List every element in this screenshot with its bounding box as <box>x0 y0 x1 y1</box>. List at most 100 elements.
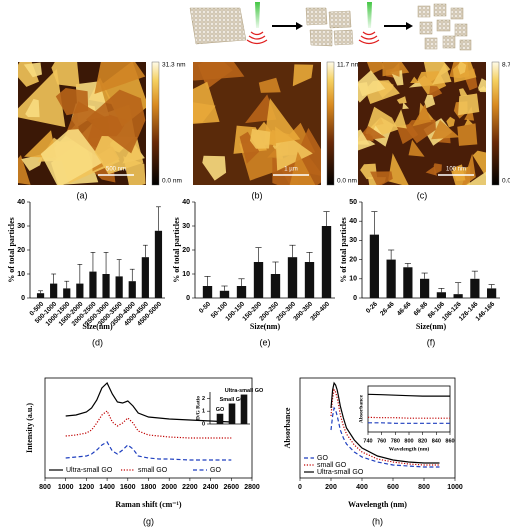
flake <box>239 131 260 164</box>
y-tick-label: 0 <box>21 295 25 302</box>
x-axis-label: Raman shift (cm⁻¹) <box>115 500 182 509</box>
bar <box>240 394 248 424</box>
colorbar-max: 31.3 nm <box>162 62 186 69</box>
y-tick-label: 2 <box>202 396 205 402</box>
flake <box>358 129 370 145</box>
x-axis-label: Size(nm) <box>416 322 447 331</box>
bar <box>453 294 463 298</box>
flake <box>263 98 301 146</box>
flake <box>258 77 281 93</box>
bar <box>487 288 497 298</box>
bar <box>470 278 480 298</box>
colorbar <box>326 61 335 186</box>
x-tick-label: 1800 <box>141 484 157 491</box>
y-axis-label: % of total particles <box>339 217 348 283</box>
y-tick-label: 40 <box>182 199 190 206</box>
bar-label: Ultra-small GO <box>225 388 264 394</box>
legend-label: GO <box>210 467 221 474</box>
x-tick-label: 26-46 <box>379 300 396 317</box>
chart: 800 1000 1200 1400 1600 1800 2000 2200 2400 2600 2… <box>25 377 260 526</box>
bar <box>50 283 58 298</box>
bar <box>216 413 224 424</box>
y-tick-label: 40 <box>17 199 25 206</box>
flake <box>25 98 40 118</box>
x-tick-label: 146-166 <box>474 300 496 322</box>
y-axis-label: % of total particles <box>172 217 181 283</box>
flake <box>402 102 409 110</box>
flake <box>452 164 466 182</box>
series-line <box>65 410 232 439</box>
bar <box>369 234 379 298</box>
panel-label: (d) <box>92 337 103 347</box>
x-tick-label: 1400 <box>99 484 115 491</box>
flake <box>472 150 486 177</box>
bar <box>154 230 163 298</box>
flake <box>370 171 393 185</box>
y-axis-label: D/G Ratio <box>195 396 201 420</box>
flakes <box>358 62 486 185</box>
flake <box>433 163 442 175</box>
chart: 0 10 20 30 40 50 % of total particles Size(nm) (… <box>339 199 500 347</box>
bar <box>36 293 45 298</box>
y-tick-label: 20 <box>182 247 190 254</box>
panel-label: (e) <box>260 337 271 347</box>
arrow-head <box>296 22 303 30</box>
laser <box>367 2 372 28</box>
flake <box>412 104 432 127</box>
y-tick-label: 10 <box>182 271 190 278</box>
x-tick-label: 1200 <box>79 484 95 491</box>
flake <box>410 76 420 83</box>
chart: 0 10 20 30 40 % of total particles Size(nm) (d)… <box>7 199 165 347</box>
bar <box>236 286 247 298</box>
colorbar-min: 0.0 nm <box>337 178 357 185</box>
panel-label: (c) <box>417 190 428 200</box>
colorbar-min: 0.0 nm <box>162 178 182 185</box>
flake <box>458 93 480 116</box>
x-tick-label: 820 <box>418 438 427 444</box>
flakes <box>18 62 146 185</box>
x-tick-label: 0-26 <box>365 300 379 314</box>
flake <box>21 153 44 171</box>
series-line <box>367 416 450 419</box>
bar <box>202 286 213 298</box>
panel-label: (b) <box>252 190 263 200</box>
flake <box>457 62 467 75</box>
flake <box>477 85 486 91</box>
x-tick-label: 800 <box>418 484 430 491</box>
y-tick-label: 40 <box>349 218 357 225</box>
chart: 0 200 400 600 800 1000 Absorbance Wavelength (n… <box>283 377 463 526</box>
x-tick-label: 1000 <box>447 484 463 491</box>
bar-label: GO <box>216 407 225 413</box>
colorbar-max: 8.7 nm <box>502 62 510 69</box>
flake <box>358 70 386 97</box>
legend-label: small GO <box>317 462 347 469</box>
bar <box>304 262 315 298</box>
x-tick-label: 780 <box>391 438 400 444</box>
series-line <box>367 393 450 397</box>
sonication <box>246 31 268 45</box>
bar <box>219 290 230 298</box>
bar <box>89 271 97 298</box>
bar <box>287 257 298 298</box>
y-tick-label: 20 <box>17 247 25 254</box>
x-tick-label: 840 <box>432 438 441 444</box>
flake <box>94 62 146 94</box>
x-tick-label: 200 <box>325 484 337 491</box>
legend-label: Ultra-small GO <box>66 467 113 474</box>
y-tick-label: 30 <box>17 223 25 230</box>
chart: 0 10 20 30 40 % of total particles Size(nm) (e)… <box>172 199 335 347</box>
flake <box>462 153 476 185</box>
x-axis-label: Size(nm) <box>250 322 281 331</box>
flake <box>250 128 271 149</box>
flake <box>432 62 452 85</box>
flake <box>388 153 409 185</box>
x-tick-label: 2800 <box>244 484 260 491</box>
laser <box>255 2 260 28</box>
colorbar <box>151 61 160 186</box>
x-tick-label: 2200 <box>182 484 198 491</box>
flake <box>424 94 436 109</box>
bar-label: Small GO <box>220 397 245 403</box>
small-sheets <box>417 3 472 51</box>
flake <box>431 120 460 140</box>
